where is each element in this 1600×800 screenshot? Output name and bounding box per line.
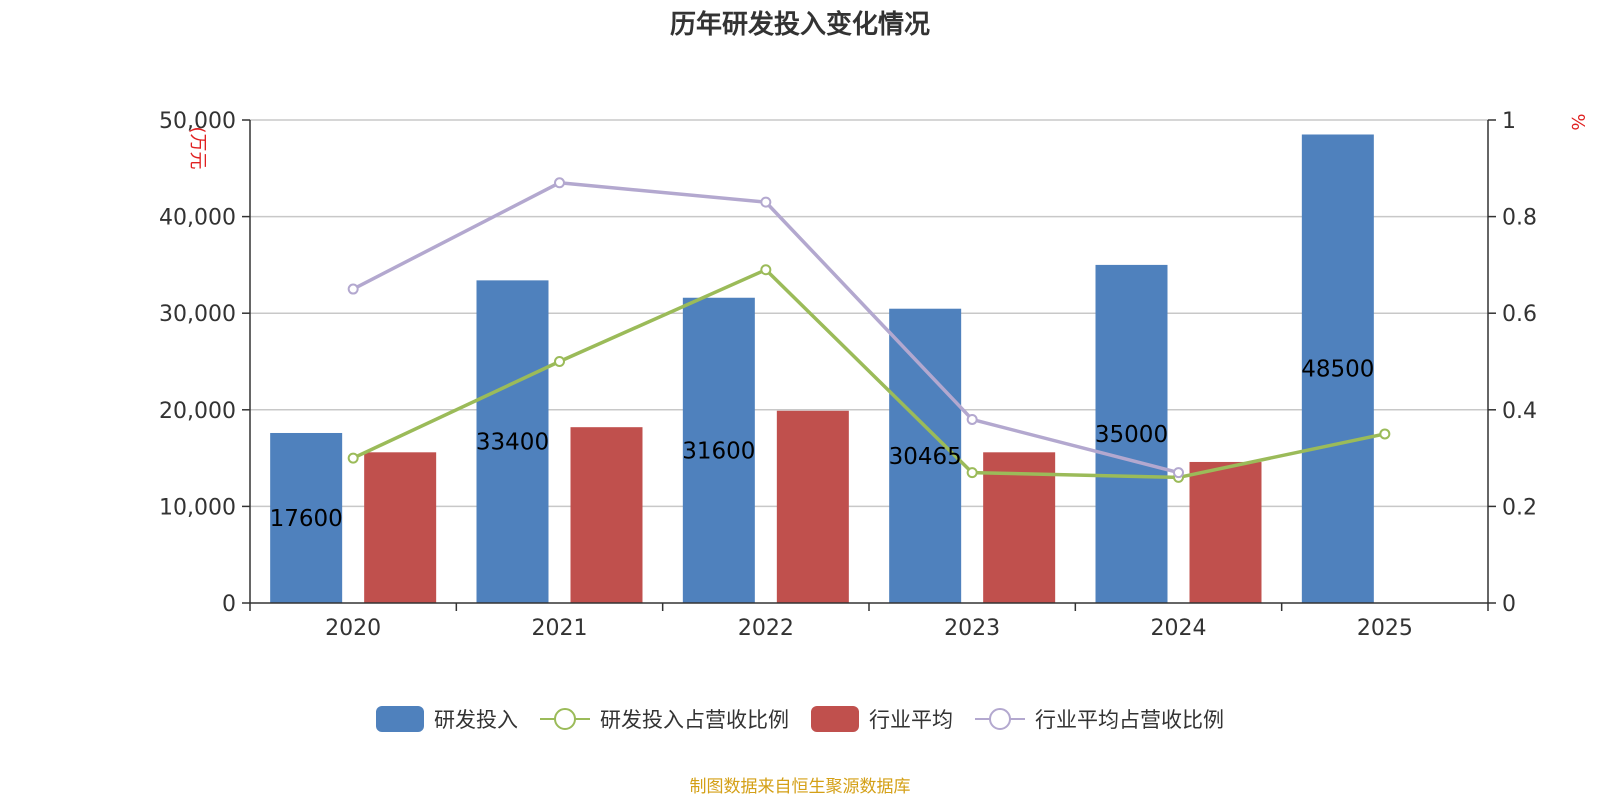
point-rd-ratio	[554, 356, 565, 367]
y-left-tick-label: 30,000	[159, 302, 236, 327]
x-tick-label: 2022	[738, 616, 794, 641]
legend: 研发投入 研发投入占营收比例 行业平均 行业平均占营收比例	[0, 704, 1600, 734]
point-industry-ratio	[347, 283, 359, 295]
legend-label: 研发投入	[434, 708, 518, 732]
bar-rd-investment	[889, 308, 962, 603]
point-industry-ratio	[760, 196, 772, 208]
y-right-unit-label: %	[1567, 113, 1588, 130]
legend-swatch	[975, 708, 1025, 730]
chart-title: 历年研发投入变化情况	[669, 10, 930, 40]
legend-item[interactable]: 研发投入占营收比例	[540, 704, 789, 734]
legend-swatch	[811, 706, 859, 732]
y-left-tick-label: 20,000	[159, 399, 236, 424]
bar-industry-average	[364, 452, 437, 603]
legend-item[interactable]: 行业平均	[811, 704, 953, 734]
legend-item[interactable]: 研发投入	[376, 704, 518, 734]
legend-swatch	[376, 706, 424, 732]
y-left-tick-label: 0	[222, 592, 236, 617]
x-tick-label: 2020	[325, 616, 381, 641]
y-right-tick-label: 0.4	[1502, 399, 1537, 424]
bar-value-label: 30465	[889, 444, 962, 470]
y-right-tick-label: 0	[1502, 592, 1516, 617]
bar-industry-average	[776, 410, 849, 603]
y-right-tick-label: 1	[1502, 109, 1516, 134]
data-labels: 17600 33400 31600 30465 35000 48500	[270, 357, 1375, 532]
bar-value-label: 17600	[270, 506, 343, 532]
legend-label: 行业平均	[869, 708, 953, 732]
x-tick-label: 2024	[1151, 616, 1207, 641]
point-industry-ratio	[1173, 467, 1184, 479]
y-right-tick-label: 0.8	[1502, 206, 1537, 231]
y-right-tick-label: 0.2	[1502, 495, 1537, 520]
point-rd-ratio	[966, 467, 978, 479]
point-industry-ratio	[966, 413, 978, 425]
y-left-unit-label: (万元	[187, 126, 208, 169]
legend-item[interactable]: 行业平均占营收比例	[975, 704, 1224, 734]
legend-swatch	[540, 708, 590, 730]
bar-rd-investment	[1095, 264, 1168, 603]
point-rd-ratio	[347, 452, 359, 464]
point-industry-ratio	[554, 177, 565, 189]
bar-industry-average	[1189, 461, 1262, 603]
axes: 0 10,000 20,000 30,000 40,000 50,000 0 0.2 0.4 0.…	[159, 109, 1588, 641]
bar-rd-investment	[682, 297, 755, 603]
bars	[270, 134, 1374, 604]
bar-rd-investment	[270, 432, 343, 603]
bar-value-label: 31600	[682, 438, 755, 464]
bar-industry-average	[570, 427, 643, 603]
bar-value-label: 33400	[476, 430, 549, 456]
bar-value-label: 35000	[1095, 422, 1168, 448]
bar-value-label: 48500	[1301, 357, 1374, 383]
legend-label: 行业平均占营收比例	[1035, 708, 1224, 732]
bar-industry-average	[983, 452, 1056, 603]
bar-rd-investment	[1301, 134, 1374, 604]
point-rd-ratio	[1379, 428, 1391, 440]
x-tick-label: 2025	[1357, 616, 1413, 641]
line-rd-ratio	[352, 267, 1386, 480]
source-footer: 制图数据来自恒生聚源数据库	[689, 777, 911, 797]
bar-rd-investment	[476, 280, 549, 603]
y-left-tick-label: 50,000	[159, 109, 236, 134]
y-left-tick-label: 10,000	[159, 495, 236, 520]
y-left-tick-label: 40,000	[159, 206, 236, 231]
x-tick-label: 2021	[532, 616, 588, 641]
point-rd-ratio	[760, 264, 772, 276]
legend-label: 研发投入占营收比例	[600, 708, 789, 732]
x-tick-label: 2023	[944, 616, 1000, 641]
series-lines	[347, 177, 1391, 483]
y-right-tick-label: 0.6	[1502, 302, 1537, 327]
